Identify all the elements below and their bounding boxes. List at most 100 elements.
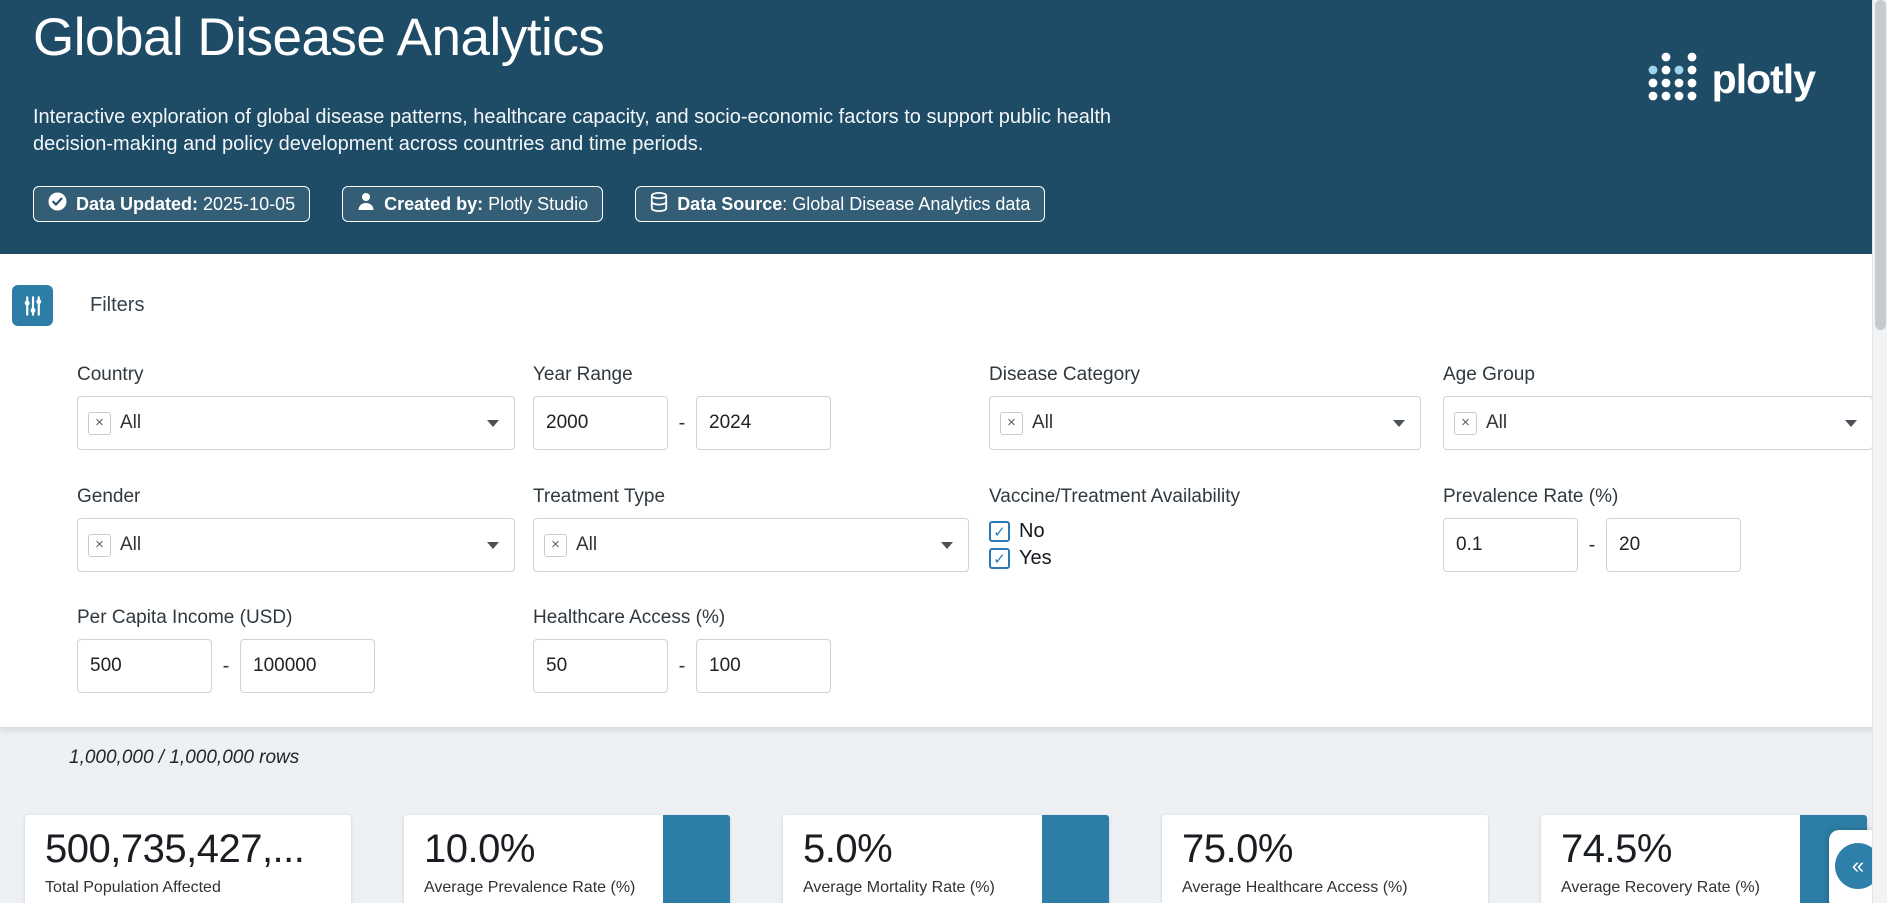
vaccine-availability-filter: Vaccine/Treatment Availability No Yes bbox=[989, 485, 1240, 572]
stat-value: 74.5% bbox=[1561, 827, 1672, 871]
age-group-filter: Age Group × All bbox=[1443, 363, 1873, 450]
stat-label: Average Prevalence Rate (%) bbox=[424, 879, 636, 896]
disease-category-label: Disease Category bbox=[989, 364, 1141, 385]
country-value: All bbox=[120, 412, 142, 433]
badge-label: Data Source bbox=[677, 193, 783, 214]
stat-value: 5.0% bbox=[803, 827, 893, 871]
stat-card: 74.5% Average Recovery Rate (%) bbox=[1541, 815, 1867, 903]
per-capita-income-label: Per Capita Income (USD) bbox=[77, 607, 293, 628]
filters-section: Filters Country × All Year Range - Disea… bbox=[0, 254, 1887, 727]
chevron-down-icon[interactable] bbox=[941, 542, 953, 555]
header-badges: Data Updated: 2025-10-05 Created by: Plo… bbox=[33, 186, 1887, 223]
treatment-type-dropdown[interactable]: × All bbox=[533, 518, 969, 572]
range-separator: - bbox=[678, 654, 686, 677]
remove-tag-icon[interactable]: × bbox=[544, 533, 567, 557]
healthcare-to-input[interactable] bbox=[696, 639, 831, 693]
stat-label: Average Recovery Rate (%) bbox=[1561, 879, 1760, 896]
age-group-dropdown[interactable]: × All bbox=[1443, 396, 1873, 450]
chevron-down-icon[interactable] bbox=[1393, 420, 1405, 433]
remove-tag-icon[interactable]: × bbox=[88, 411, 111, 435]
remove-tag-icon[interactable]: × bbox=[88, 533, 111, 557]
vaccine-option[interactable]: Yes bbox=[989, 545, 1240, 572]
data-source-badge: Data Source: Global Disease Analytics da… bbox=[635, 186, 1046, 223]
age-group-value: All bbox=[1486, 412, 1508, 433]
treatment-type-value: All bbox=[576, 534, 598, 555]
rows-count-info: 1,000,000 / 1,000,000 rows bbox=[69, 747, 300, 768]
vaccine-option-label: Yes bbox=[1019, 547, 1052, 569]
badge-value: : Global Disease Analytics data bbox=[782, 193, 1031, 214]
page-subtitle: Interactive exploration of global diseas… bbox=[33, 105, 1112, 155]
country-dropdown[interactable]: × All bbox=[77, 396, 515, 450]
treatment-type-filter: Treatment Type × All bbox=[533, 485, 969, 572]
stats-section: 1,000,000 / 1,000,000 rows 500,735,427,.… bbox=[0, 727, 1887, 903]
stat-value: 75.0% bbox=[1182, 827, 1293, 871]
stat-card: 10.0% Average Prevalence Rate (%) bbox=[404, 815, 730, 903]
prevalence-rate-label: Prevalence Rate (%) bbox=[1443, 486, 1619, 507]
healthcare-access-label: Healthcare Access (%) bbox=[533, 607, 726, 628]
stat-label: Average Healthcare Access (%) bbox=[1182, 879, 1408, 896]
card-accent-bar bbox=[663, 815, 730, 903]
year-from-input[interactable] bbox=[533, 396, 668, 450]
data-updated-badge: Data Updated: 2025-10-05 bbox=[33, 186, 311, 223]
chevron-down-icon[interactable] bbox=[487, 542, 499, 555]
stat-card: 500,735,427,... Total Population Affecte… bbox=[25, 815, 351, 903]
badge-value: 2025-10-05 bbox=[198, 193, 296, 214]
badge-value: Plotly Studio bbox=[483, 193, 589, 214]
vaccine-availability-label: Vaccine/Treatment Availability bbox=[989, 486, 1240, 507]
chevron-down-icon[interactable] bbox=[1845, 420, 1857, 433]
stat-value: 500,735,427,... bbox=[45, 827, 305, 871]
remove-tag-icon[interactable]: × bbox=[1454, 411, 1477, 435]
year-range-filter: Year Range - bbox=[533, 363, 831, 450]
plotly-logo-icon bbox=[1646, 50, 1700, 109]
per-capita-income-filter: Per Capita Income (USD) - bbox=[77, 606, 375, 693]
range-separator: - bbox=[678, 411, 686, 434]
range-separator: - bbox=[1588, 533, 1596, 556]
gender-dropdown[interactable]: × All bbox=[77, 518, 515, 572]
remove-tag-icon[interactable]: × bbox=[1000, 411, 1023, 435]
disease-category-value: All bbox=[1032, 412, 1054, 433]
income-to-input[interactable] bbox=[240, 639, 375, 693]
year-to-input[interactable] bbox=[696, 396, 831, 450]
database-icon bbox=[650, 191, 668, 217]
filters-sliders-icon bbox=[12, 285, 53, 326]
stat-value: 10.0% bbox=[424, 827, 535, 871]
stat-label: Total Population Affected bbox=[45, 879, 221, 896]
gender-filter: Gender × All bbox=[77, 485, 515, 572]
card-accent-bar bbox=[1042, 815, 1109, 903]
created-by-badge: Created by: Plotly Studio bbox=[342, 186, 604, 223]
country-filter: Country × All bbox=[77, 363, 515, 450]
scrollbar-thumb[interactable] bbox=[1875, 0, 1886, 330]
prevalence-rate-filter: Prevalence Rate (%) - bbox=[1443, 485, 1741, 572]
country-label: Country bbox=[77, 364, 144, 385]
income-from-input[interactable] bbox=[77, 639, 212, 693]
year-range-label: Year Range bbox=[533, 364, 633, 385]
page-title: Global Disease Analytics bbox=[33, 8, 605, 67]
stat-label: Average Mortality Rate (%) bbox=[803, 879, 995, 896]
disease-category-dropdown[interactable]: × All bbox=[989, 396, 1421, 450]
prevalence-from-input[interactable] bbox=[1443, 518, 1578, 572]
healthcare-access-filter: Healthcare Access (%) - bbox=[533, 606, 831, 693]
gender-label: Gender bbox=[77, 486, 141, 507]
gender-value: All bbox=[120, 534, 142, 555]
vaccine-option[interactable]: No bbox=[989, 518, 1240, 545]
checkbox-icon[interactable] bbox=[989, 521, 1010, 542]
age-group-label: Age Group bbox=[1443, 364, 1535, 385]
healthcare-from-input[interactable] bbox=[533, 639, 668, 693]
range-separator: - bbox=[222, 654, 230, 677]
check-circle-icon bbox=[48, 192, 67, 216]
prevalence-to-input[interactable] bbox=[1606, 518, 1741, 572]
stat-card: 5.0% Average Mortality Rate (%) bbox=[783, 815, 1109, 903]
badge-label: Data Updated: bbox=[76, 193, 199, 214]
checkbox-icon[interactable] bbox=[989, 548, 1010, 569]
treatment-type-label: Treatment Type bbox=[533, 486, 666, 507]
stat-card: 75.0% Average Healthcare Access (%) bbox=[1162, 815, 1488, 903]
vaccine-availability-options: No Yes bbox=[989, 518, 1240, 572]
chevron-down-icon[interactable] bbox=[487, 420, 499, 433]
plotly-logo: plotly bbox=[1646, 50, 1816, 109]
filters-title: Filters bbox=[90, 294, 145, 316]
app-header: Global Disease Analytics Interactive exp… bbox=[0, 0, 1887, 254]
vertical-scrollbar[interactable] bbox=[1872, 0, 1887, 903]
disease-category-filter: Disease Category × All bbox=[989, 363, 1421, 450]
plotly-logo-text: plotly bbox=[1711, 56, 1816, 102]
